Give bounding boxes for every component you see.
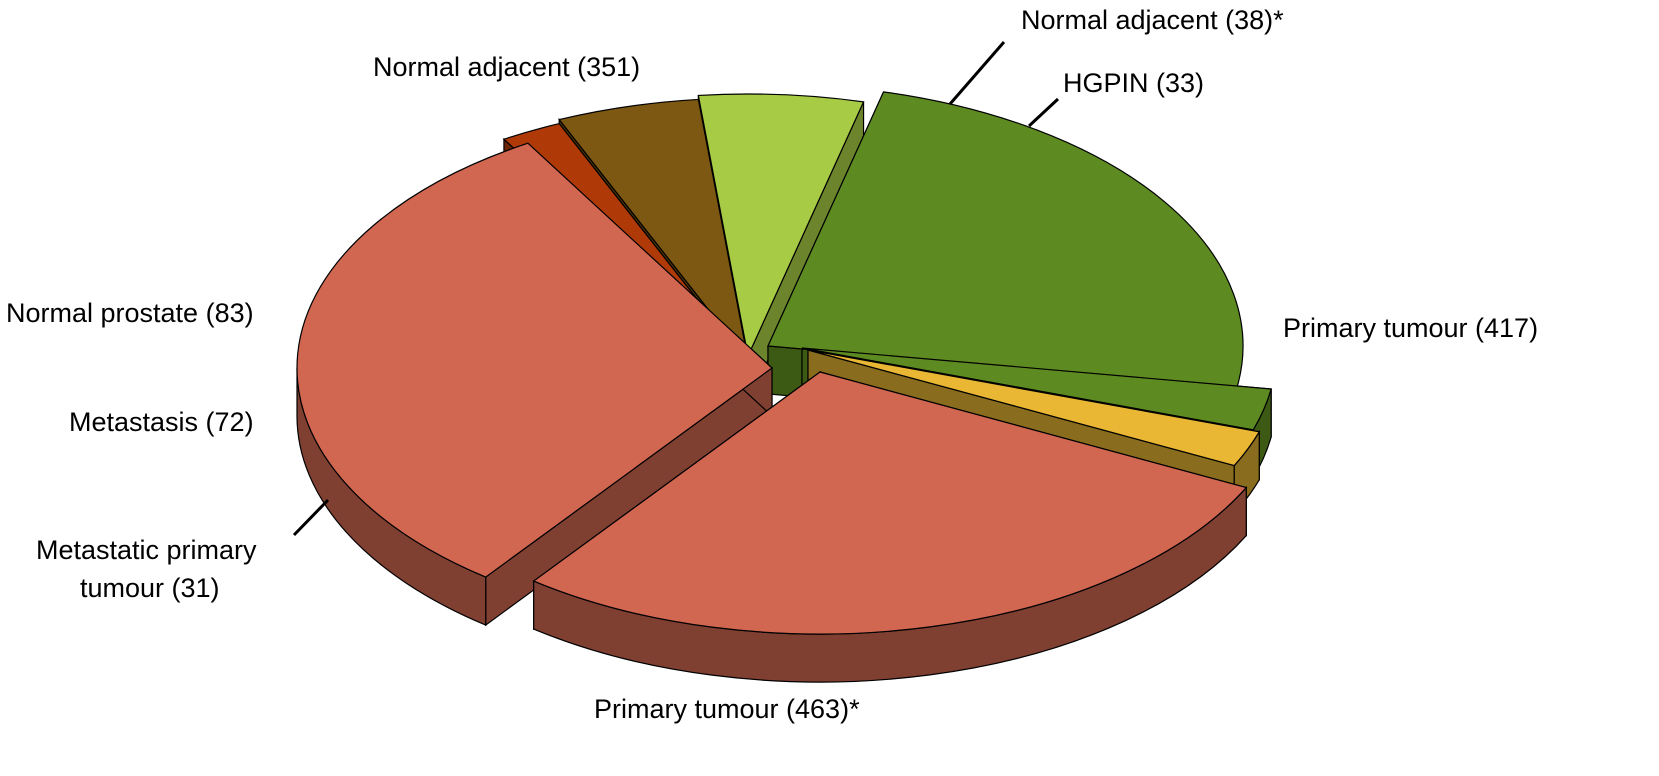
slice-top-normal-prostate-83 <box>697 93 865 358</box>
label-hgpin-33: HGPIN (33) <box>1063 68 1204 98</box>
slice-top-normal-adjacent-351 <box>767 91 1244 388</box>
leader-hgpin-33 <box>1027 97 1060 128</box>
slice-labels: Normal adjacent (38)* HGPIN (33) Normal … <box>6 5 1538 724</box>
slice-top-hgpin-33 <box>807 349 1261 467</box>
label-primary-tumour-463: Primary tumour (463)* <box>594 694 860 724</box>
slice-top-metastasis-72 <box>558 98 749 361</box>
leader-normal-adjacent-38 <box>948 41 1006 105</box>
pie-slices <box>296 91 1272 683</box>
label-metastatic-primary-line1: Metastatic primary <box>36 535 257 565</box>
label-normal-prostate-83: Normal prostate (83) <box>6 298 254 328</box>
slice-top-primary-tumour-463 <box>296 142 773 578</box>
label-primary-tumour-417: Primary tumour (417) <box>1283 313 1538 343</box>
label-normal-adjacent-351: Normal adjacent (351) <box>373 52 640 82</box>
leader-lines <box>292 41 1060 537</box>
label-metastatic-primary-line2: tumour (31) <box>80 573 220 603</box>
slice-top-normal-adjacent-38 <box>801 347 1272 431</box>
label-normal-adjacent-38: Normal adjacent (38)* <box>1021 5 1284 35</box>
slice-top-primary-tumour-417 <box>532 371 1248 635</box>
leader-metastatic-primary <box>292 498 330 537</box>
label-metastasis-72: Metastasis (72) <box>69 407 254 437</box>
